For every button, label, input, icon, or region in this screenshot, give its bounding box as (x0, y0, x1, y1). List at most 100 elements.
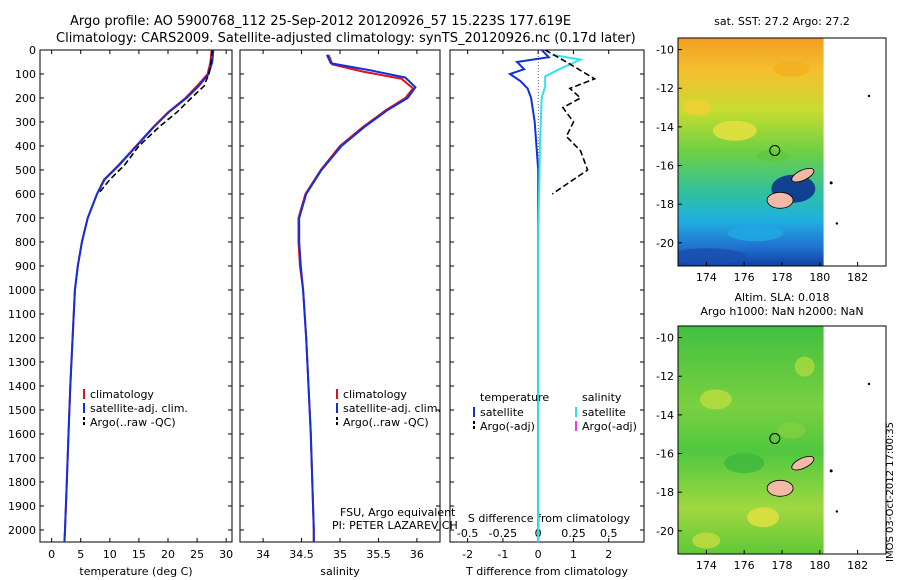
series-line (63, 49, 215, 543)
series-line (544, 49, 597, 195)
y-tick-label: -14 (656, 121, 674, 134)
x-tick-label: 176 (734, 271, 755, 284)
map-blob (727, 225, 784, 242)
y-tick-label: 700 (15, 212, 36, 225)
map-texture (692, 356, 815, 549)
legend-label: satellite (480, 406, 524, 419)
legend-header-temperature: temperature (480, 391, 549, 404)
x-tick-label: 2 (605, 548, 612, 561)
s-tick-label: 0.25 (561, 527, 586, 540)
x-tick-label: 180 (809, 559, 830, 572)
x-tick-label: 0 (48, 548, 55, 561)
s-tick-label: 0.5 (600, 527, 618, 540)
y-tick-label: -10 (656, 332, 674, 345)
y-tick-label: 1100 (8, 308, 36, 321)
y-tick-label: 100 (15, 68, 36, 81)
x-tick-label: -1 (497, 548, 508, 561)
x-tick-label: 25 (190, 548, 204, 561)
y-tick-label: -14 (656, 409, 674, 422)
argo-location-marker (769, 144, 781, 156)
series-line (537, 53, 584, 542)
y-tick-label: 1400 (8, 380, 36, 393)
plot-frame (449, 49, 645, 543)
land-viti-levu (766, 191, 794, 209)
x-tick-label: 174 (696, 271, 717, 284)
plot-frame (239, 49, 441, 543)
land-islet (835, 510, 839, 513)
x-tick-label: 174 (696, 559, 717, 572)
land-islet (835, 222, 839, 225)
s-axis-label: S difference from climatology (468, 512, 631, 525)
x-axis-label: T difference from climatology (465, 565, 628, 578)
y-tick-label: 1700 (8, 452, 36, 465)
map-blob (682, 99, 711, 116)
temperature-panel: 0100200300400500600700800900100011001200… (8, 44, 233, 578)
series-line (298, 54, 417, 542)
y-tick-label: -16 (656, 448, 674, 461)
x-tick-label: 182 (847, 559, 868, 572)
difference-panel: -2 -1 0 1 2 T difference from climatology -0.5… (449, 49, 645, 578)
argo-location-marker (769, 432, 781, 444)
s-tick-label: -0.25 (489, 527, 517, 540)
map-blob (777, 422, 806, 439)
y-tick-label: -18 (656, 198, 674, 211)
map-texture (678, 60, 816, 265)
y-tick-label: -20 (656, 237, 674, 250)
credit-line-1: FSU, Argo equivalent (340, 506, 456, 519)
x-tick-label: 5 (77, 548, 84, 561)
s-tick-label: -0.5 (457, 527, 478, 540)
x-tick-label: 15 (132, 548, 146, 561)
sst-map-panel: sat. SST: 27.2 Argo: 27.2 174 176 178 180 182… (656, 15, 887, 284)
legend-label: Argo(-adj) (582, 420, 637, 433)
y-tick-label: 300 (15, 116, 36, 129)
land-islet (829, 181, 833, 185)
x-tick-label: 35 (333, 548, 347, 561)
x-tick-label: 1 (570, 548, 577, 561)
map-title-line-2: Argo h1000: NaN h2000: NaN (700, 305, 863, 318)
title-line-2: Climatology: CARS2009. Satellite-adjuste… (56, 31, 636, 46)
title-line-1: Argo profile: AO 5900768_112 25-Sep-2012… (70, 14, 571, 29)
map-blob (699, 389, 732, 410)
x-axis-label: temperature (deg C) (79, 565, 192, 578)
y-tick-label: 500 (15, 164, 36, 177)
map-blob (756, 149, 789, 162)
y-tick-label: -12 (656, 82, 674, 95)
x-tick-label: 182 (847, 271, 868, 284)
x-tick-label: 178 (772, 271, 793, 284)
x-tick-label: 180 (809, 271, 830, 284)
series-line (97, 49, 213, 195)
y-tick-label: 1800 (8, 476, 36, 489)
y-tick-label: 1200 (8, 332, 36, 345)
map-blob (794, 356, 815, 377)
y-tick-label: 600 (15, 188, 36, 201)
x-tick-label: -2 (462, 548, 473, 561)
legend-label: climatology (90, 388, 154, 401)
land-islet (867, 94, 871, 98)
map-blob (747, 507, 780, 528)
y-tick-label: 1300 (8, 356, 36, 369)
y-tick-label: -16 (656, 160, 674, 173)
map-title-line-1: Altim. SLA: 0.018 (734, 291, 829, 304)
y-tick-label: 900 (15, 260, 36, 273)
y-tick-label: 800 (15, 236, 36, 249)
map-blob (773, 60, 810, 77)
y-tick-label: 0 (29, 44, 36, 57)
map-title: sat. SST: 27.2 Argo: 27.2 (714, 15, 850, 28)
legend-label: climatology (343, 388, 407, 401)
land-vanua-levu (791, 167, 815, 183)
y-tick-label: 1600 (8, 428, 36, 441)
x-tick-label: 36 (410, 548, 424, 561)
y-tick-label: 1500 (8, 404, 36, 417)
map-blob (712, 120, 757, 141)
y-tick-label: 1900 (8, 500, 36, 513)
legend-label: Argo(..raw -QC) (343, 416, 429, 429)
x-tick-label: 176 (734, 559, 755, 572)
salinity-panel: 34 34.5 35 35.5 36 salinity climatologysatelli… (239, 49, 441, 578)
y-tick-label: -20 (656, 525, 674, 538)
credit-line-2: PI: PETER LAZAREVICH (332, 519, 458, 532)
plot-frame (39, 49, 233, 543)
x-tick-label: 0 (535, 548, 542, 561)
legend-label: Argo(..raw -QC) (90, 416, 176, 429)
y-tick-label: 2000 (8, 524, 36, 537)
